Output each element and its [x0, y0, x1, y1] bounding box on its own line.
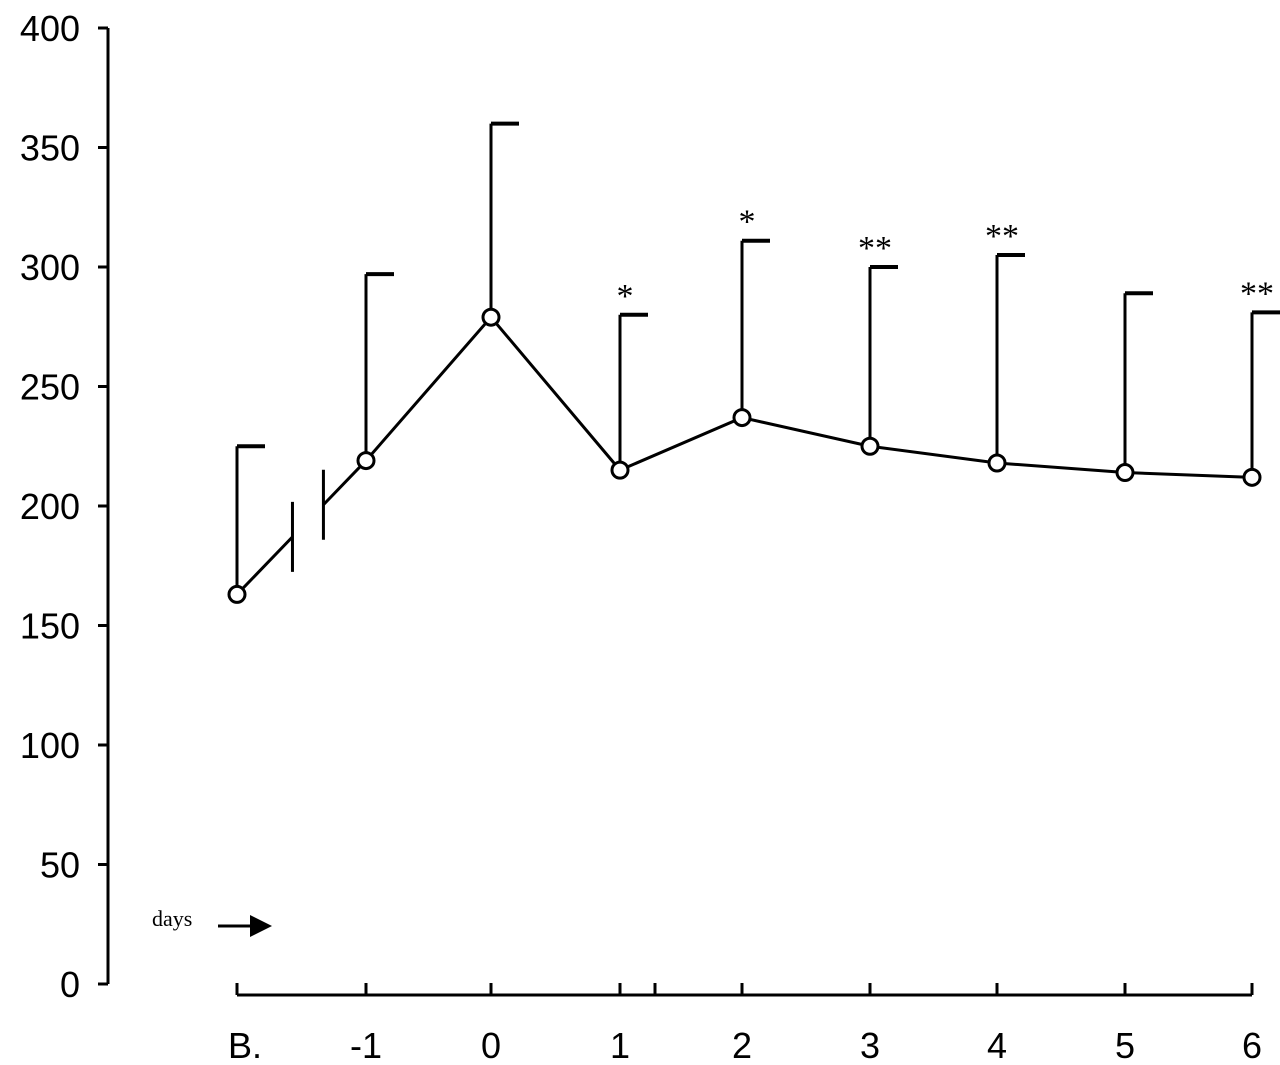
data-point — [227, 584, 247, 604]
x-tick-label: 2 — [732, 1025, 752, 1065]
y-tick-label: 200 — [20, 486, 80, 527]
significance-label: * — [617, 278, 634, 315]
x-tick-label: 0 — [481, 1025, 501, 1065]
y-tick-label: 150 — [20, 606, 80, 647]
y-tick-label: 100 — [20, 725, 80, 766]
y-tick-label: 250 — [20, 367, 80, 408]
significance-label: ** — [858, 230, 892, 267]
significance-label: ** — [985, 218, 1019, 255]
x-tick-label: 1 — [610, 1025, 630, 1065]
x-tick-label: -1 — [350, 1025, 382, 1065]
days-label: days — [152, 906, 192, 931]
error-bars — [235, 121, 1280, 595]
data-point — [987, 453, 1007, 473]
x-tick-label: 3 — [860, 1025, 880, 1065]
x-tick-label: 5 — [1115, 1025, 1135, 1065]
data-markers — [227, 307, 1262, 604]
data-point — [732, 408, 752, 428]
y-tick-label: 50 — [40, 845, 80, 886]
x-tick-label: 6 — [1242, 1025, 1262, 1065]
significance-label: ** — [1240, 275, 1274, 312]
series-polyline — [364, 314, 1253, 479]
x-axis: B. -1 0 1 2 3 4 5 6 — [228, 983, 1262, 1065]
significance-labels: **** **** — [617, 204, 1275, 315]
series-segment — [322, 459, 368, 506]
data-point — [356, 451, 376, 471]
data-point — [1115, 463, 1135, 483]
days-arrow-icon — [250, 915, 272, 937]
x-tick-label: 4 — [987, 1025, 1007, 1065]
series-segment — [235, 535, 294, 596]
data-point — [481, 307, 501, 327]
y-tick-label: 350 — [20, 128, 80, 169]
y-tick-label: 400 — [20, 8, 80, 49]
data-point — [860, 436, 880, 456]
series-line — [235, 314, 1253, 596]
y-tick-label: 0 — [60, 964, 80, 1005]
data-point — [1242, 467, 1262, 487]
x-tick-label: B. — [228, 1025, 262, 1065]
y-axis: 0 50 100 150 200 250 300 350 400 — [20, 8, 110, 1005]
data-point — [610, 460, 630, 480]
y-tick-label: 300 — [20, 247, 80, 288]
significance-label: * — [739, 204, 756, 241]
days-annotation: days — [152, 906, 272, 937]
